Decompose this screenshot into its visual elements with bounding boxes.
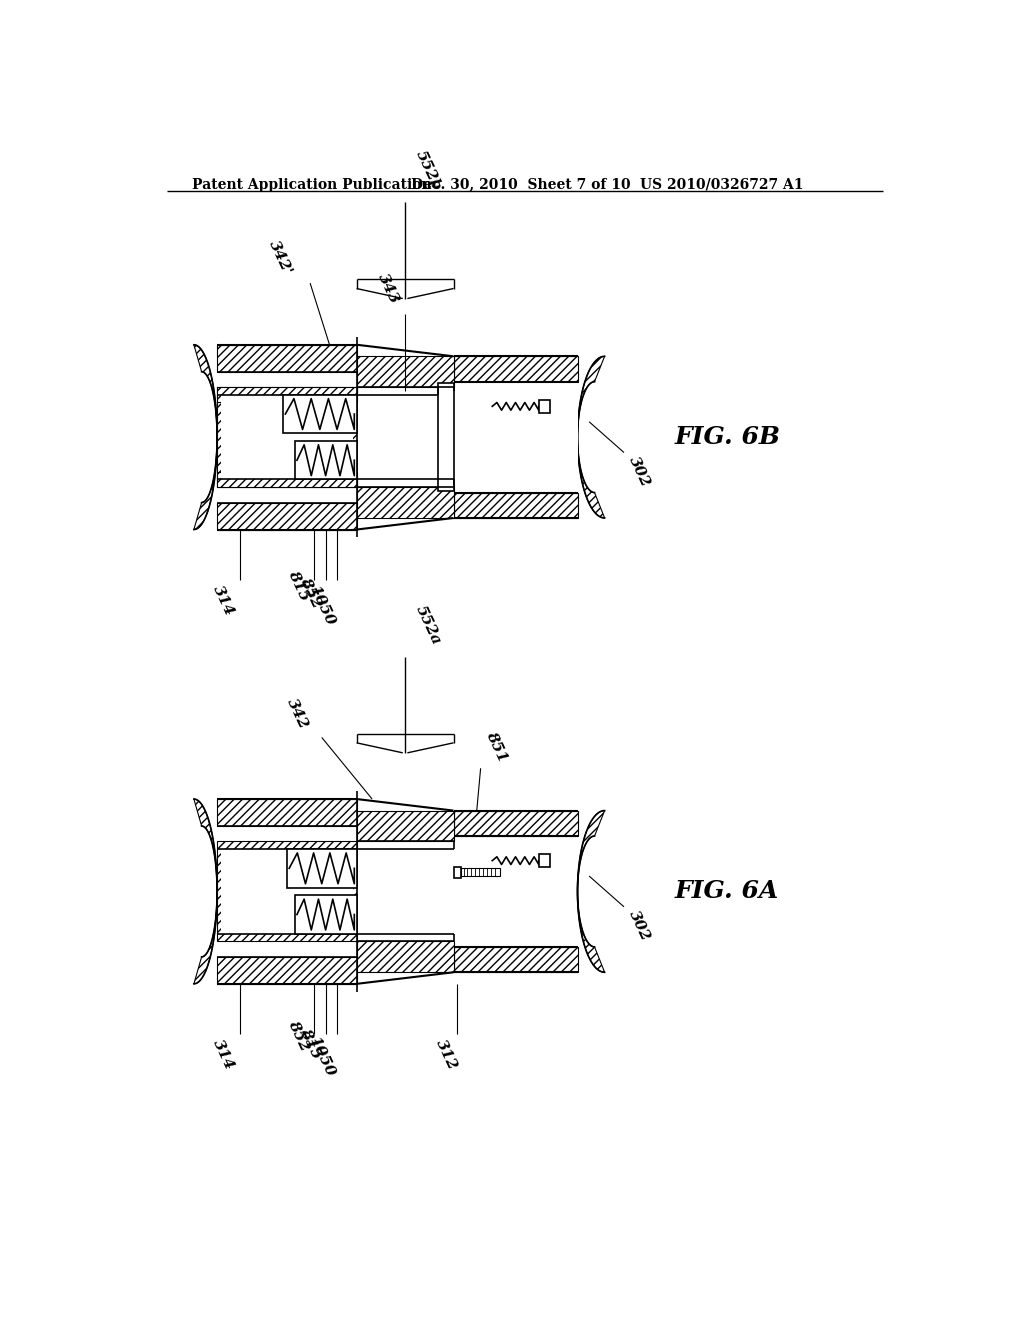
Bar [217,345,356,372]
Text: 1050: 1050 [306,583,337,628]
Bar [356,941,454,973]
Bar [356,356,454,387]
Text: 852: 852 [286,1019,311,1053]
Polygon shape [194,345,217,529]
Text: 342': 342' [266,239,295,277]
Bar [217,503,356,529]
Bar [454,946,578,973]
Text: 815: 815 [297,1026,324,1061]
Bar [539,854,550,867]
Bar [356,849,461,933]
Text: Patent Application Publication: Patent Application Publication [191,178,431,191]
Text: US 2010/0326727 A1: US 2010/0326727 A1 [640,178,803,191]
Text: 851: 851 [483,730,509,764]
Bar [217,387,356,403]
Bar [356,395,461,479]
Bar [454,381,578,492]
Bar [295,895,356,933]
Text: 314: 314 [210,1038,237,1073]
Text: 343: 343 [375,272,401,306]
Bar [454,810,578,836]
Text: 1050: 1050 [306,1034,337,1078]
Bar [539,400,550,412]
Text: 342: 342 [284,697,310,731]
Bar [454,356,578,381]
Text: 302: 302 [627,908,652,944]
Bar [217,387,356,487]
Text: FIG. 6B: FIG. 6B [675,425,780,449]
Bar [454,492,578,517]
Bar [461,869,500,876]
Bar [221,395,352,479]
Polygon shape [194,799,217,983]
Polygon shape [578,356,604,517]
Text: 552a: 552a [413,603,443,647]
Bar [295,441,356,479]
Bar [217,471,356,487]
Bar [287,849,356,887]
Bar [356,810,454,841]
Bar [454,867,461,878]
Polygon shape [578,810,604,973]
Text: 314: 314 [210,583,237,618]
Text: FIG. 6A: FIG. 6A [675,879,778,903]
Text: 312: 312 [433,1038,459,1073]
Text: 815: 815 [286,568,311,603]
Text: 852: 852 [297,576,324,611]
Text: 552b: 552b [413,149,443,193]
Bar [283,395,356,433]
Bar [217,799,356,826]
Text: 302: 302 [627,454,652,488]
Text: Dec. 30, 2010  Sheet 7 of 10: Dec. 30, 2010 Sheet 7 of 10 [411,178,631,191]
Bar [438,383,454,491]
Bar [356,487,454,517]
Bar [217,957,356,983]
Bar [221,849,352,933]
Bar [217,841,356,941]
